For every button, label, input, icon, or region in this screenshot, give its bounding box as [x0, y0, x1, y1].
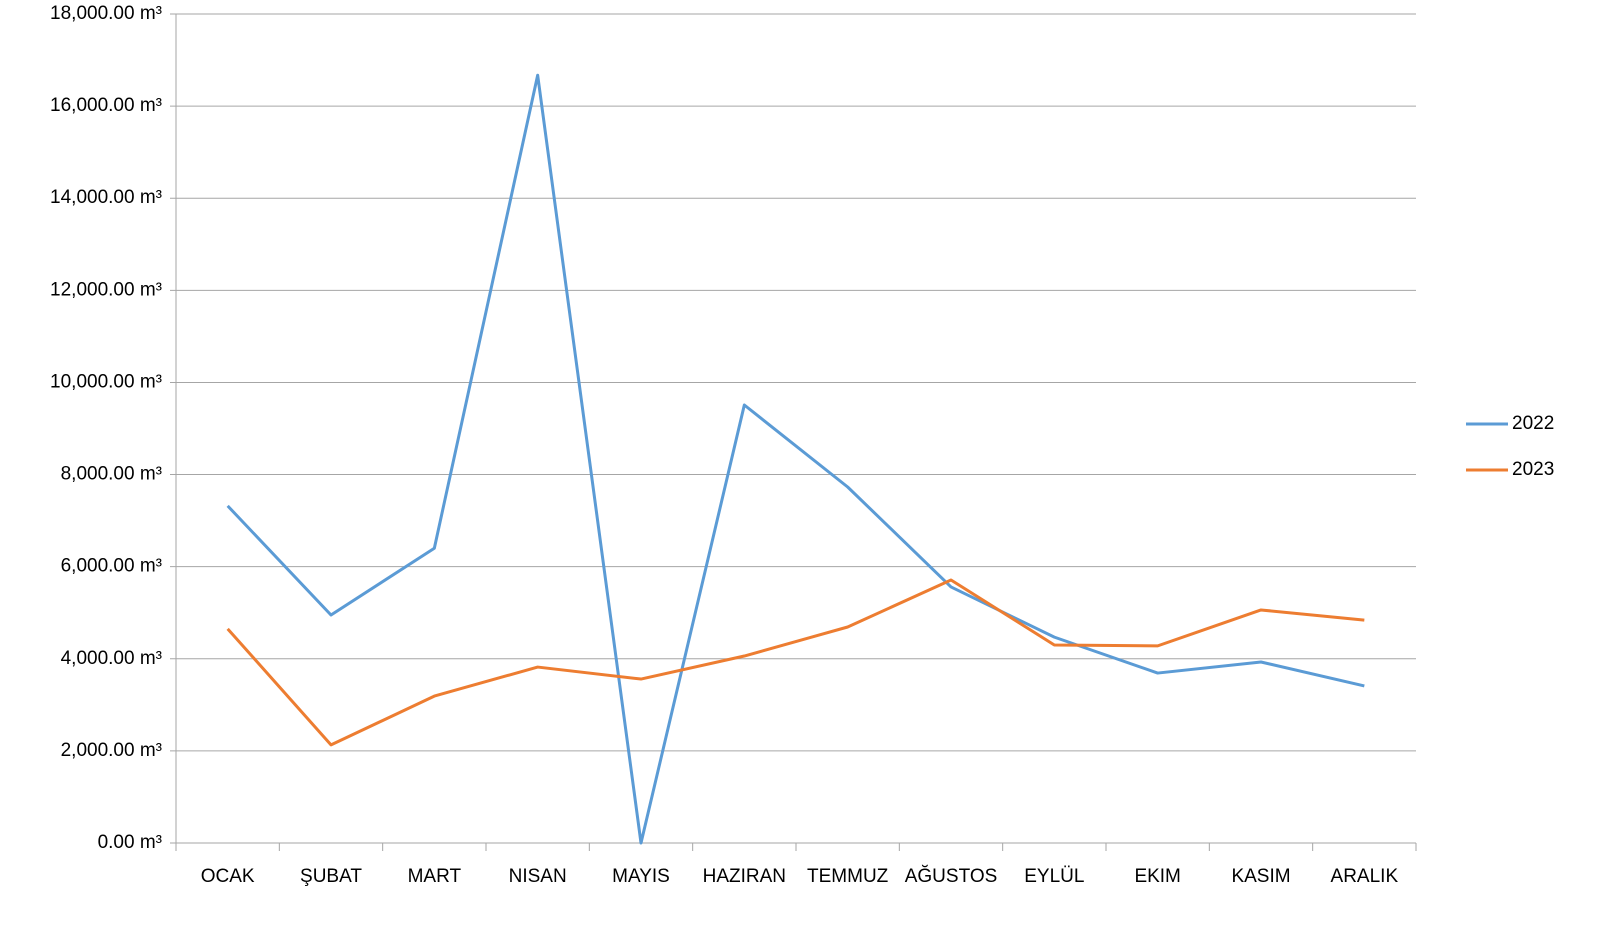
x-tick-label: OCAK: [201, 866, 255, 887]
y-tick-label: 14,000.00 m³: [50, 187, 162, 208]
y-tick-label: 8,000.00 m³: [61, 464, 162, 485]
y-tick-label: 2,000.00 m³: [61, 740, 162, 761]
legend-label: 2022: [1512, 413, 1554, 434]
x-tick-label: AĞUSTOS: [905, 865, 998, 887]
y-tick-label: 10,000.00 m³: [50, 371, 162, 392]
y-tick-label: 4,000.00 m³: [61, 648, 162, 669]
y-tick-label: 12,000.00 m³: [50, 279, 162, 300]
x-tick-label: ŞUBAT: [300, 866, 362, 887]
series-line: [226, 578, 1365, 747]
y-tick-label: 0.00 m³: [98, 832, 162, 853]
y-tick-label: 16,000.00 m³: [50, 95, 162, 116]
x-tick-label: ARALIK: [1331, 866, 1399, 887]
y-tick-label: 18,000.00 m³: [50, 3, 162, 24]
x-tick-label: KASIM: [1231, 866, 1290, 887]
legend-label: 2023: [1512, 459, 1554, 480]
y-tick-label: 6,000.00 m³: [61, 556, 162, 577]
x-tick-label: EYLÜL: [1024, 866, 1084, 887]
x-tick-label: HAZIRAN: [703, 866, 786, 887]
x-tick-label: MART: [408, 866, 462, 887]
x-tick-label: EKIM: [1134, 866, 1180, 887]
x-tick-label: NISAN: [509, 866, 567, 887]
x-tick-label: MAYIS: [612, 866, 670, 887]
x-tick-label: TEMMUZ: [807, 866, 889, 887]
series-line: [226, 73, 1365, 845]
